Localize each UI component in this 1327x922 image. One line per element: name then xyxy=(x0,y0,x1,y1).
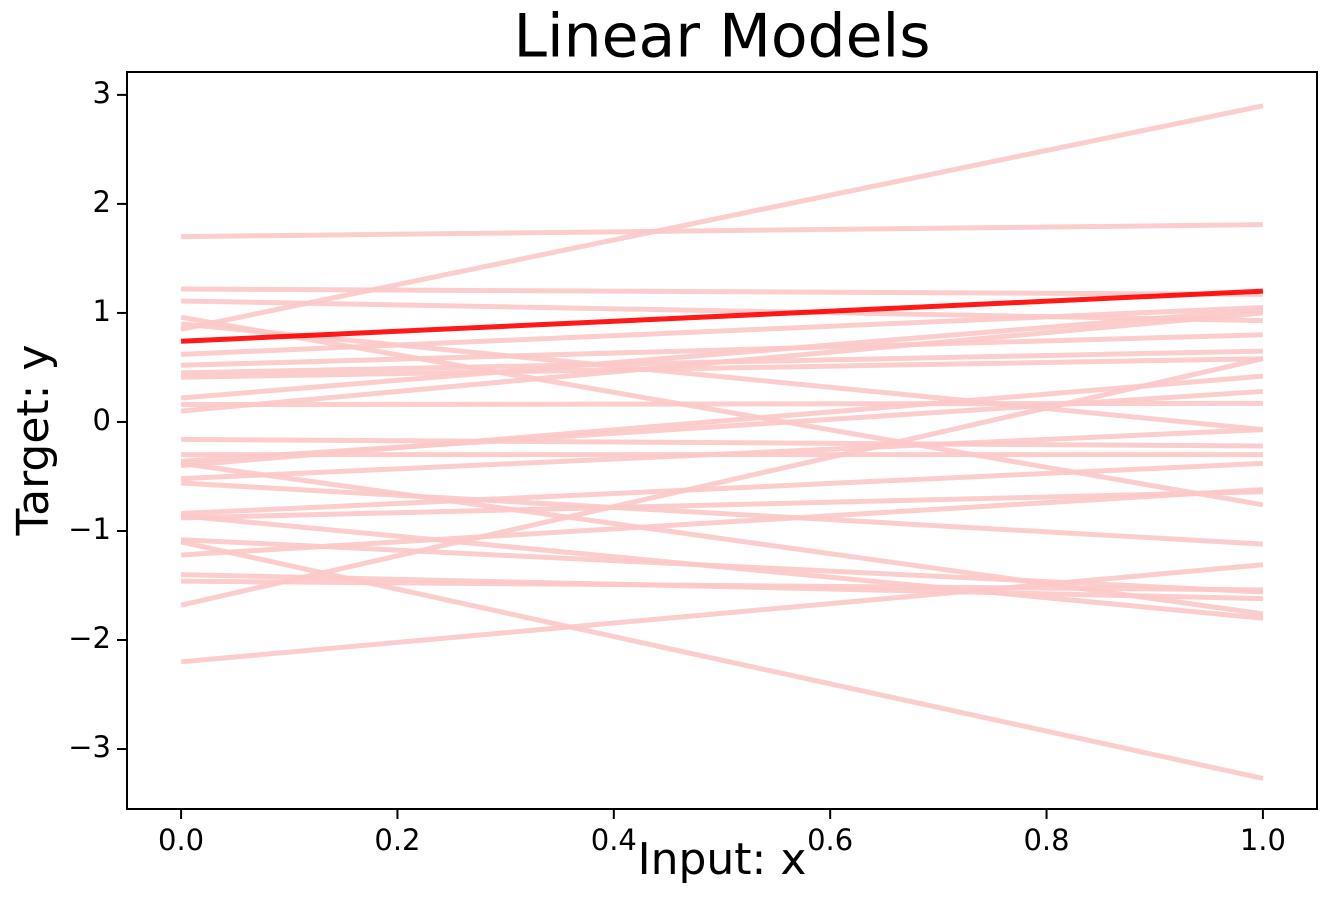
line xyxy=(180,427,1264,482)
x-tick-label: 0.4 xyxy=(591,823,637,857)
line xyxy=(180,460,1264,517)
y-tick-label: 1 xyxy=(93,294,111,328)
line xyxy=(180,304,1264,357)
line xyxy=(181,436,1263,449)
y-tick-label: −2 xyxy=(68,621,111,655)
line xyxy=(180,356,1264,608)
x-tick-label: 0.0 xyxy=(158,823,204,857)
y-tick-label: −1 xyxy=(68,512,111,546)
line xyxy=(181,489,1263,521)
x-tick-label: 0.6 xyxy=(807,823,853,857)
line xyxy=(180,373,1264,469)
chart-title: Linear Models xyxy=(514,2,931,72)
x-tick-label: 0.8 xyxy=(1023,823,1069,857)
y-tick-label: −3 xyxy=(68,730,111,764)
plot-frame xyxy=(126,71,1318,810)
x-tick-label: 1.0 xyxy=(1240,823,1286,857)
y-axis-label: Target: y xyxy=(8,345,59,537)
line xyxy=(180,562,1264,665)
line xyxy=(180,460,1264,617)
line xyxy=(180,321,1264,433)
y-tick-label: 0 xyxy=(93,403,111,437)
x-tick-label: 0.2 xyxy=(374,823,420,857)
line xyxy=(181,332,1263,368)
line xyxy=(181,578,1263,593)
y-tick-label: 2 xyxy=(93,185,111,219)
line xyxy=(180,487,1264,558)
y-tick-label: 3 xyxy=(93,76,111,110)
line xyxy=(180,288,1264,344)
line xyxy=(180,480,1264,547)
line xyxy=(181,286,1263,297)
line xyxy=(181,222,1263,240)
line xyxy=(181,356,1263,380)
line xyxy=(180,307,1264,401)
line xyxy=(180,310,1264,414)
x-axis-label: Input: x xyxy=(638,834,807,885)
